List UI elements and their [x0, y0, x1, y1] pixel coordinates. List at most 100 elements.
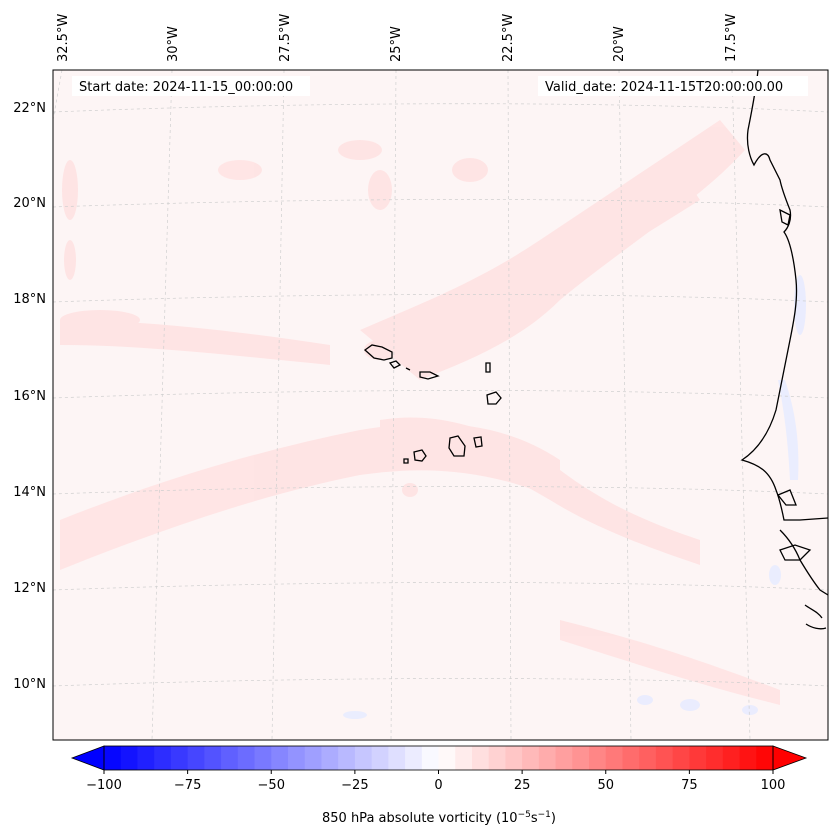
colorbar-level	[722, 746, 741, 770]
start-date-box	[72, 76, 310, 96]
vorticity-blob	[405, 445, 435, 465]
colorbar-level	[120, 746, 139, 770]
colorbar-tick-label: 50	[597, 778, 614, 793]
start-date-label: Start date: 2024-11-15_00:00:00	[79, 80, 293, 95]
vorticity-patch	[637, 695, 653, 705]
colorbar-level	[421, 746, 440, 770]
colorbar-level	[170, 746, 189, 770]
lat-label: 18°N	[13, 292, 46, 307]
vorticity-band	[60, 320, 330, 365]
cape-verde-sao-nicolau	[419, 371, 440, 380]
vorticity-blob	[364, 340, 396, 360]
date-info-boxes: Start date: 2024-11-15_00:00:00 Valid_da…	[72, 76, 808, 96]
colorbar-level	[221, 746, 239, 770]
colorbar-level	[304, 746, 323, 770]
colorbar-level	[388, 746, 406, 770]
positive-vorticity-field	[60, 120, 780, 705]
colorbar-level	[672, 746, 690, 770]
colorbar-level	[354, 746, 373, 770]
lon-label: 25°W	[389, 26, 404, 62]
lon-label: 20°W	[612, 26, 627, 62]
colorbar-segments	[104, 746, 774, 770]
graticule	[53, 70, 828, 740]
colorbar-tick-label: 0	[434, 778, 442, 793]
colorbar-level	[689, 746, 707, 770]
colorbar-level	[555, 746, 573, 770]
cape-verde-santo-antao	[363, 344, 393, 361]
vorticity-band	[560, 620, 780, 705]
vorticity-blob	[368, 170, 392, 210]
colorbar-level	[187, 746, 205, 770]
colorbar-level	[488, 746, 507, 770]
valid-date-box	[538, 76, 808, 96]
lat-label: 10°N	[13, 677, 46, 692]
colorbar-level	[756, 746, 774, 770]
colorbar-level	[639, 746, 657, 770]
vorticity-patch	[778, 380, 799, 480]
lat-label: 14°N	[13, 485, 46, 500]
latitude-labels: 22°N 20°N 18°N 16°N 14°N 12°N 10°N	[13, 101, 46, 692]
coast-inlet	[779, 544, 812, 561]
lon-label: 22.5°W	[501, 14, 516, 62]
colorbar-level	[572, 746, 590, 770]
lat-label: 20°N	[13, 196, 46, 211]
longitude-labels: 32.5°W 30°W 27.5°W 25°W 22.5°W 20°W 17.5…	[56, 14, 739, 62]
colorbar-tick-label: 25	[514, 778, 531, 793]
colorbar-level	[204, 746, 222, 770]
vorticity-band	[60, 423, 560, 570]
negative-vorticity-field	[343, 275, 806, 719]
colorbar-level	[137, 746, 155, 770]
cape-verde-boa-vista	[486, 391, 502, 405]
colorbar-ticks: −100 −75 −50 −25 0 25 50 75 100	[86, 770, 785, 793]
vorticity-blob	[62, 160, 78, 220]
colorbar-tick-label: −100	[86, 778, 122, 793]
lon-label: 32.5°W	[56, 14, 71, 62]
colorbar-level	[455, 746, 473, 770]
colorbar-level	[237, 746, 256, 770]
cape-verde-sao-vicente	[388, 360, 402, 369]
valid-date-label: Valid_date: 2024-11-15T20:00:00.00	[545, 80, 783, 95]
vorticity-patch	[769, 565, 781, 585]
colorbar-tick-label: 75	[681, 778, 698, 793]
colorbar-level	[321, 746, 339, 770]
map-panel: Start date: 2024-11-15_00:00:00 Valid_da…	[53, 70, 828, 740]
cape-verde-maio	[473, 436, 483, 448]
colorbar-level	[589, 746, 607, 770]
vorticity-blob	[452, 158, 488, 182]
colorbar-level	[154, 746, 172, 770]
colorbar-max-extension	[772, 745, 808, 771]
colorbar-level	[338, 746, 356, 770]
colorbar-level	[605, 746, 624, 770]
colorbar-level	[706, 746, 724, 770]
vorticity-blob	[402, 483, 418, 497]
colorbar-level	[405, 746, 423, 770]
vorticity-patch	[343, 711, 367, 719]
colorbar: −100 −75 −50 −25 0 25 50 75 100 850 hPa absolute…	[70, 745, 808, 826]
colorbar-title: 850 hPa absolute vorticity (10−5s−1)	[322, 810, 556, 826]
cape-verde-sal	[485, 362, 491, 373]
colorbar-level	[538, 746, 557, 770]
colorbar-tick-label: −75	[174, 778, 201, 793]
colorbar-tick-label: −25	[341, 778, 368, 793]
colorbar-level	[371, 746, 389, 770]
island-dot	[405, 367, 411, 371]
colorbar-level	[104, 746, 122, 770]
vorticity-band	[440, 170, 700, 340]
colorbar-level	[739, 746, 757, 770]
coast-inlet	[776, 489, 797, 506]
colorbar-min-extension	[70, 745, 105, 771]
vorticity-blob	[218, 160, 262, 180]
colorbar-level	[287, 746, 306, 770]
colorbar-level	[254, 746, 272, 770]
map-frame	[52, 69, 829, 741]
colorbar-level	[471, 746, 490, 770]
colorbar-tick-label: 100	[761, 778, 786, 793]
vorticity-blob	[60, 310, 140, 330]
lat-label: 22°N	[13, 101, 46, 116]
cape-verde-brava	[403, 458, 409, 464]
vorticity-blob	[64, 240, 76, 280]
colorbar-tick-label: −50	[258, 778, 285, 793]
vorticity-patch	[680, 699, 700, 711]
vorticity-blob	[338, 140, 382, 160]
